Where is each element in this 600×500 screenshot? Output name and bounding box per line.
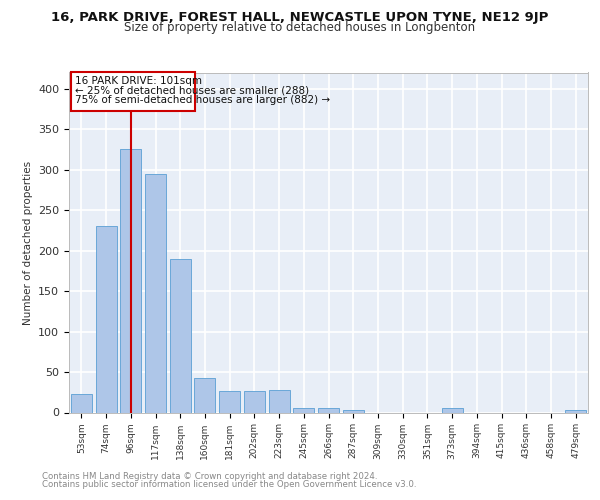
Y-axis label: Number of detached properties: Number of detached properties [23, 160, 32, 324]
Bar [269, 390, 290, 412]
FancyBboxPatch shape [71, 72, 195, 110]
Text: Contains HM Land Registry data © Crown copyright and database right 2024.: Contains HM Land Registry data © Crown c… [42, 472, 377, 481]
Text: 16, PARK DRIVE, FOREST HALL, NEWCASTLE UPON TYNE, NE12 9JP: 16, PARK DRIVE, FOREST HALL, NEWCASTLE U… [52, 11, 548, 24]
Bar [343, 410, 364, 412]
Bar [95, 226, 116, 412]
Text: 16 PARK DRIVE: 101sqm: 16 PARK DRIVE: 101sqm [75, 76, 202, 86]
Text: Contains public sector information licensed under the Open Government Licence v3: Contains public sector information licen… [42, 480, 416, 489]
Bar [244, 390, 265, 412]
Bar [442, 408, 463, 412]
Bar [565, 410, 586, 412]
Bar [71, 394, 92, 412]
Bar [293, 408, 314, 412]
Text: Size of property relative to detached houses in Longbenton: Size of property relative to detached ho… [124, 21, 476, 34]
Bar [194, 378, 215, 412]
Bar [318, 408, 339, 412]
Bar [145, 174, 166, 412]
Bar [219, 392, 240, 412]
Bar [170, 258, 191, 412]
Text: ← 25% of detached houses are smaller (288): ← 25% of detached houses are smaller (28… [75, 86, 310, 96]
Text: 75% of semi-detached houses are larger (882) →: 75% of semi-detached houses are larger (… [75, 95, 331, 105]
Bar [120, 150, 141, 412]
